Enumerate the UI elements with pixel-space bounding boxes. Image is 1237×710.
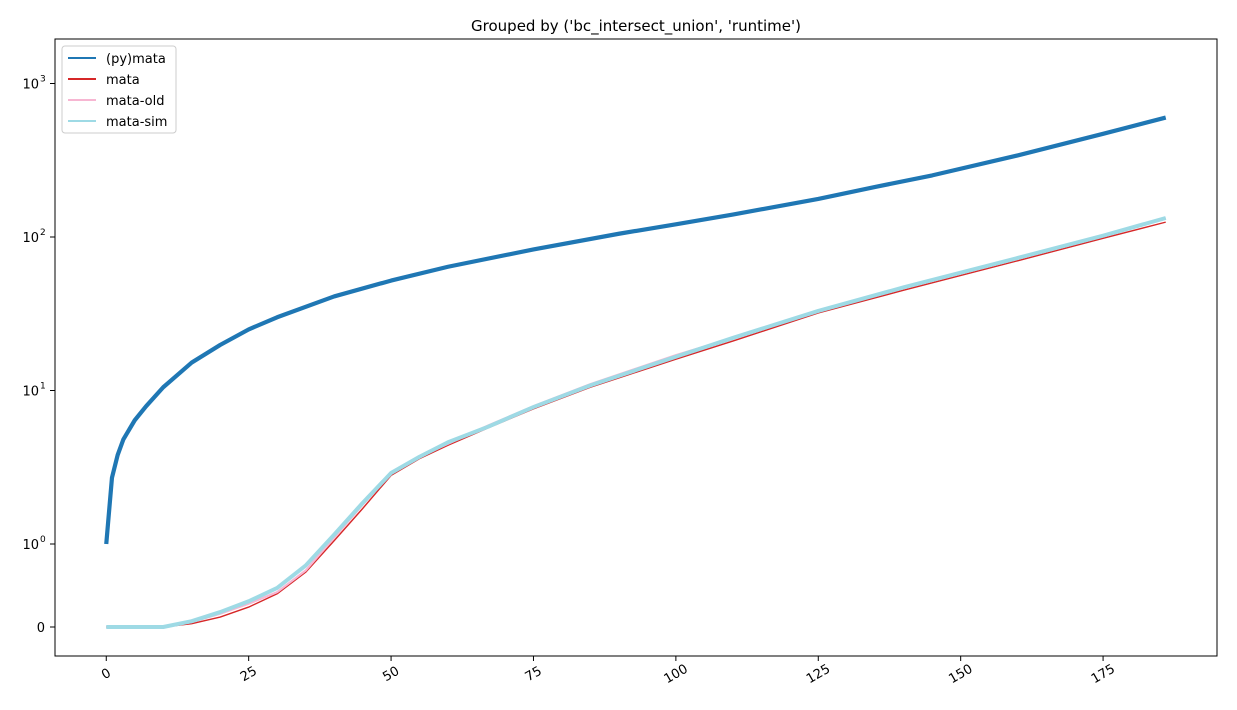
y-tick-exponent: 3 xyxy=(40,75,46,85)
y-tick-label: 0 xyxy=(37,621,45,636)
y-tick-exponent: 1 xyxy=(40,382,46,392)
y-tick-label: 10 xyxy=(22,231,39,246)
legend-label: mata-old xyxy=(106,94,164,109)
y-tick-label: 10 xyxy=(22,538,39,553)
y-tick-label: 10 xyxy=(22,385,39,400)
series-line-mata-sim xyxy=(106,216,1167,629)
series-line-py-mata xyxy=(104,115,1167,545)
x-tick-label: 25 xyxy=(238,664,260,685)
x-axis: 0 25 50 75 100 125 150 175 xyxy=(99,656,1118,687)
axes-frame xyxy=(54,38,1218,657)
x-tick-label: 75 xyxy=(523,664,545,685)
legend-box xyxy=(61,45,177,134)
chart-title: Grouped by ('bc_intersect_union', 'runti… xyxy=(471,17,801,36)
legend-label: mata-sim xyxy=(106,115,167,130)
legend: (py)mata mata mata-old mata-sim xyxy=(61,45,177,134)
series-layer xyxy=(104,115,1167,629)
y-tick-exponent: 0 xyxy=(40,535,46,545)
y-tick-exponent: 2 xyxy=(40,228,46,238)
y-tick-label: 10 xyxy=(22,78,39,93)
x-tick-label: 50 xyxy=(380,664,402,685)
legend-label: mata xyxy=(106,73,140,88)
legend-label: (py)mata xyxy=(106,52,166,67)
plot-area xyxy=(54,38,1218,657)
